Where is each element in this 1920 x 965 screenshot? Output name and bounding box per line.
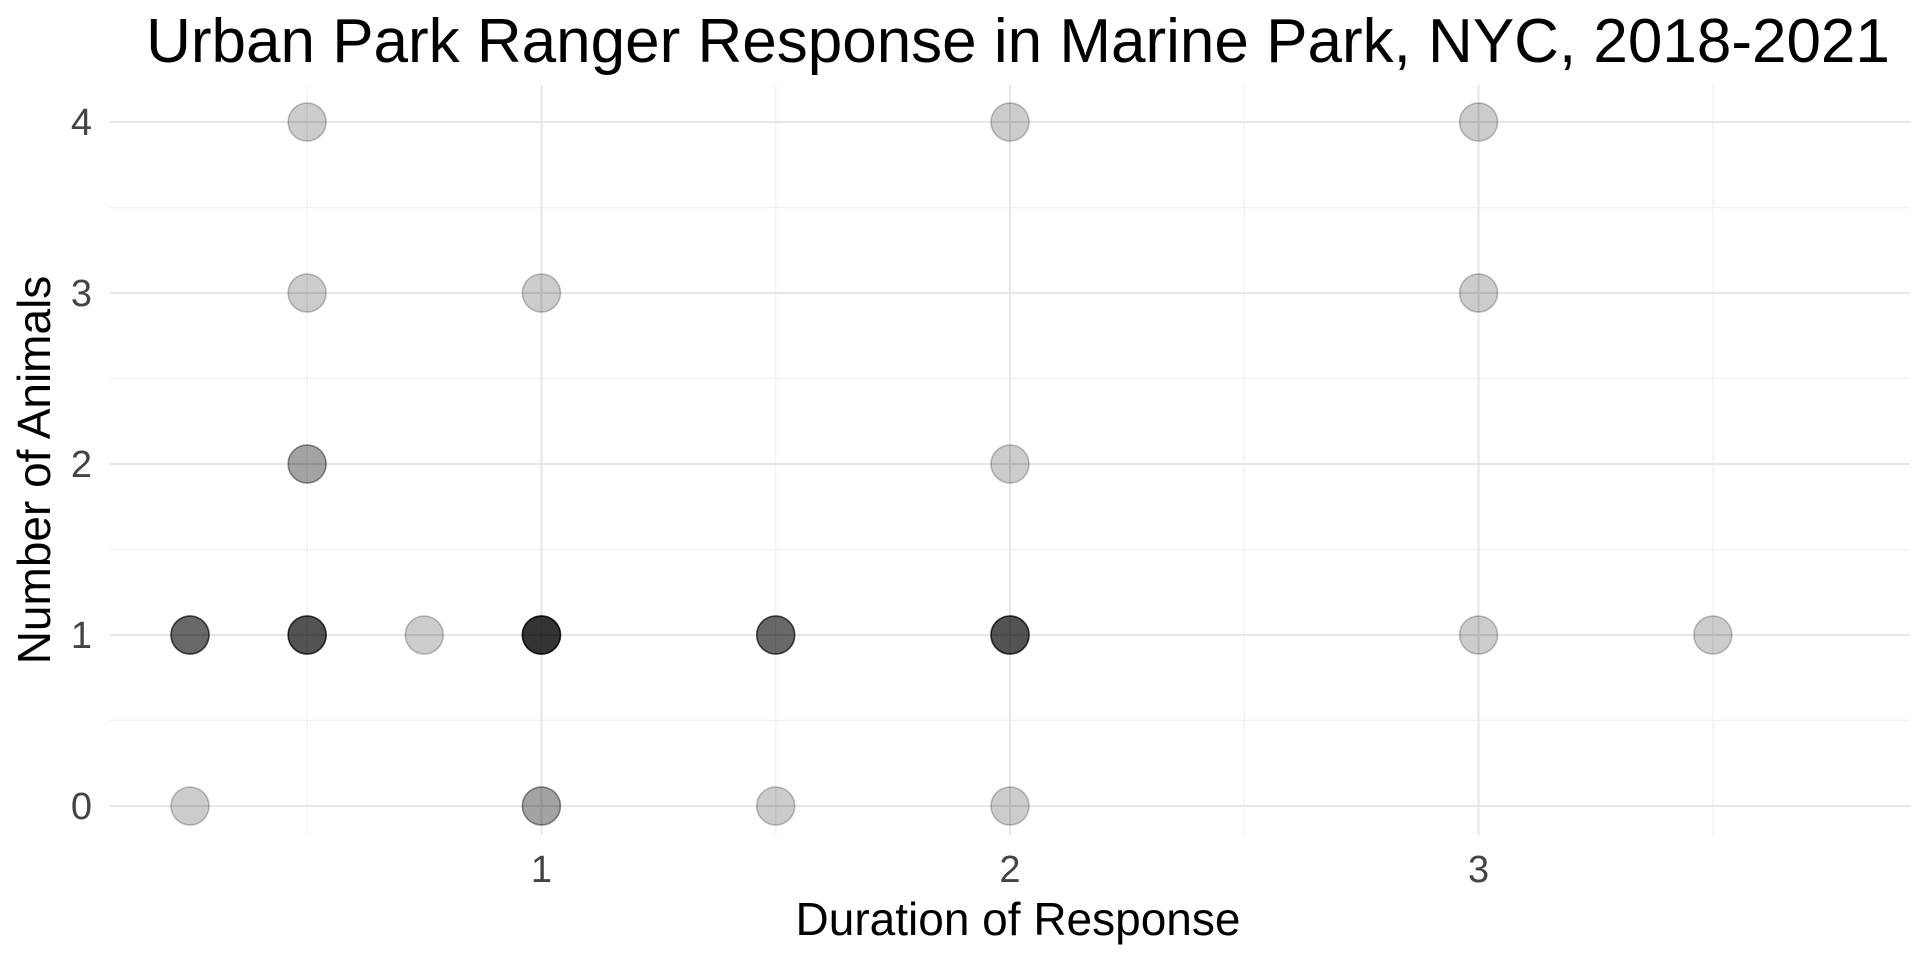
data-point-5 [287, 615, 327, 655]
data-point-16 [1458, 102, 1499, 142]
x-tick-label-0: 1 [531, 849, 552, 891]
data-point-13-mark-0 [990, 444, 1030, 484]
data-point-10-mark-0 [755, 615, 796, 655]
x-tick-label-1: 2 [999, 849, 1020, 891]
data-point-19 [1693, 615, 1733, 655]
data-point-10 [755, 615, 796, 655]
data-point-7-mark-0 [521, 273, 562, 313]
data-point-8-mark-4 [521, 615, 562, 655]
data-point-5-mark-4 [287, 615, 327, 655]
data-point-1-mark-1 [170, 615, 210, 655]
data-point-4-mark-0 [287, 444, 327, 484]
data-point-7 [521, 273, 562, 313]
data-point-12-mark-0 [990, 102, 1030, 142]
data-point-14 [990, 615, 1030, 655]
y-tick-label-2: 2 [71, 444, 92, 486]
data-points [170, 102, 1733, 826]
data-point-4-mark-1 [287, 444, 327, 484]
data-point-2 [287, 102, 327, 142]
data-point-1-mark-3 [170, 615, 210, 655]
data-point-3-mark-0 [287, 273, 327, 313]
data-point-1-mark-2 [170, 615, 210, 655]
data-point-4 [287, 444, 327, 484]
data-point-9 [521, 786, 562, 826]
data-point-14-mark-3 [990, 615, 1030, 655]
data-point-8-mark-1 [521, 615, 562, 655]
data-point-2-mark-0 [287, 102, 327, 142]
x-tick-label-2: 3 [1468, 849, 1489, 891]
data-point-14-mark-1 [990, 615, 1030, 655]
data-point-11 [755, 786, 796, 826]
chart-title: Urban Park Ranger Response in Marine Par… [146, 7, 1890, 76]
data-point-17-mark-0 [1458, 273, 1499, 313]
grid-lines [110, 85, 1910, 835]
data-point-18-mark-0 [1458, 615, 1499, 655]
data-point-6-mark-0 [404, 615, 445, 655]
data-point-12 [990, 102, 1030, 142]
y-tick-label-4: 4 [71, 102, 92, 144]
data-point-5-mark-3 [287, 615, 327, 655]
data-point-17 [1458, 273, 1499, 313]
x-axis-ticks: 1 2 3 [531, 849, 1489, 891]
data-point-8 [521, 615, 562, 655]
data-point-9-mark-1 [521, 786, 562, 826]
data-point-10-mark-2 [755, 615, 796, 655]
data-point-11-mark-0 [755, 786, 796, 826]
data-point-0-mark-0 [170, 786, 210, 826]
data-point-19-mark-0 [1693, 615, 1733, 655]
data-point-6 [404, 615, 445, 655]
y-tick-label-1: 1 [71, 615, 92, 657]
y-axis-ticks: 0 1 2 3 4 [71, 102, 92, 828]
y-tick-label-3: 3 [71, 273, 92, 315]
data-point-10-mark-1 [755, 615, 796, 655]
data-point-1-mark-0 [170, 615, 210, 655]
y-tick-label-0: 0 [71, 786, 92, 828]
data-point-8-mark-6 [521, 615, 562, 655]
data-point-3 [287, 273, 327, 313]
data-point-8-mark-0 [521, 615, 562, 655]
data-point-10-mark-3 [755, 615, 796, 655]
data-point-8-mark-2 [521, 615, 562, 655]
data-point-9-mark-0 [521, 786, 562, 826]
y-axis-title: Number of Animals [8, 276, 60, 665]
data-point-13 [990, 444, 1030, 484]
data-point-8-mark-3 [521, 615, 562, 655]
data-point-14-mark-4 [990, 615, 1030, 655]
data-point-0 [170, 786, 210, 826]
data-point-18 [1458, 615, 1499, 655]
x-axis-title: Duration of Response [796, 893, 1241, 945]
data-point-16-mark-0 [1458, 102, 1499, 142]
data-point-8-mark-5 [521, 615, 562, 655]
data-point-15 [990, 786, 1030, 826]
data-point-5-mark-1 [287, 615, 327, 655]
data-point-5-mark-0 [287, 615, 327, 655]
data-point-15-mark-0 [990, 786, 1030, 826]
data-point-1 [170, 615, 210, 655]
data-point-14-mark-2 [990, 615, 1030, 655]
data-point-14-mark-0 [990, 615, 1030, 655]
data-point-5-mark-2 [287, 615, 327, 655]
